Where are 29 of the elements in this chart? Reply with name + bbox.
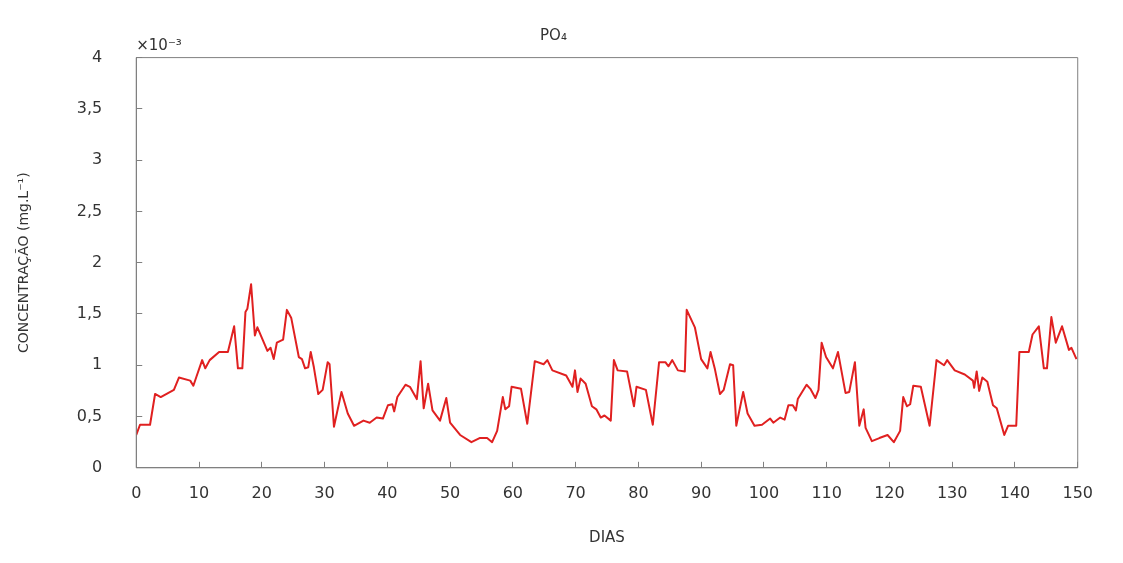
y-tick-label: 2,5 bbox=[76, 200, 103, 220]
y-tick-label: 1,5 bbox=[76, 303, 103, 323]
x-tick-label: 100 bbox=[748, 482, 780, 502]
y-tick-label: 2 bbox=[92, 251, 103, 271]
x-tick-label: 20 bbox=[251, 482, 272, 502]
x-tick-label: 10 bbox=[188, 482, 210, 502]
x-tick-label: 0 bbox=[131, 482, 142, 502]
x-tick-label: 110 bbox=[811, 482, 842, 502]
x-tick-label: 80 bbox=[628, 482, 649, 502]
x-tick-label: 60 bbox=[502, 482, 524, 502]
x-axis-title: DIAS bbox=[589, 527, 625, 546]
y-tick-label: 0,5 bbox=[76, 405, 103, 425]
x-tick-label: 130 bbox=[936, 482, 968, 502]
y-tick-label: 4 bbox=[92, 46, 103, 66]
x-tick-label: 40 bbox=[377, 482, 398, 502]
text: ×10⁻³ bbox=[136, 35, 182, 54]
y-tick-label: 0 bbox=[92, 456, 103, 476]
chart-title: PO₄ bbox=[540, 26, 567, 45]
y-tick-label: 1 bbox=[92, 354, 103, 374]
x-tick-label: 50 bbox=[439, 482, 461, 502]
x-tick-label: 120 bbox=[874, 482, 905, 502]
x-tick-label: 150 bbox=[1062, 482, 1093, 502]
x-tick-label: 140 bbox=[999, 482, 1031, 502]
y-tick-label: 3,5 bbox=[76, 98, 103, 118]
x-tick-label: 70 bbox=[565, 482, 586, 502]
y-axis-title: CONCENTRAÇÃO (mg.L⁻¹) bbox=[15, 172, 32, 354]
x-tick-label: 30 bbox=[314, 482, 335, 502]
x-tick-label: 90 bbox=[690, 482, 712, 502]
y-tick-label: 3 bbox=[92, 149, 103, 169]
